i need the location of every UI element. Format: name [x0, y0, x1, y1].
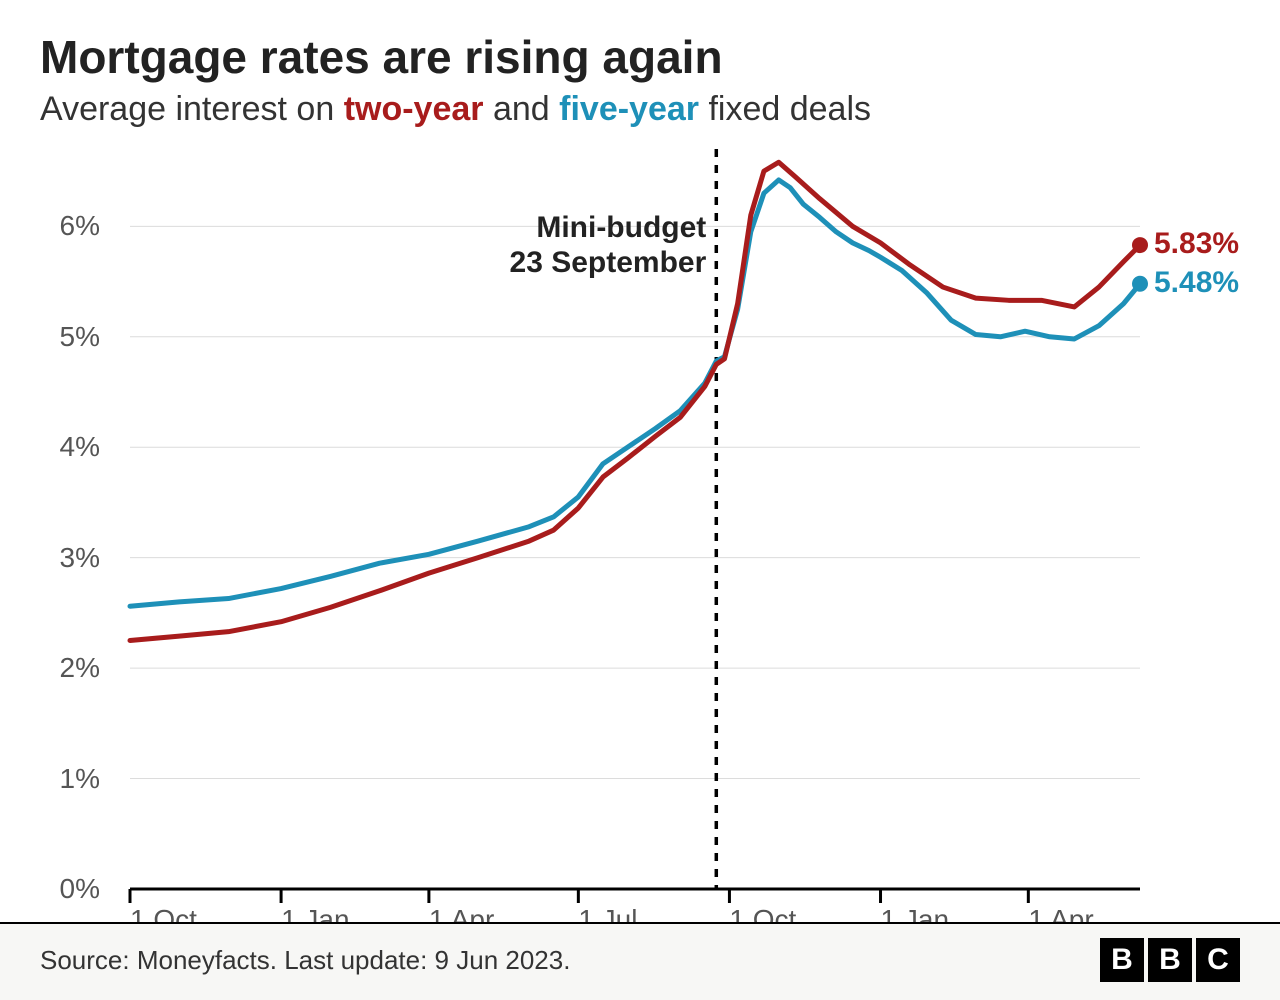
y-axis-labels: 0%1%2%3%4%5%6% — [40, 149, 110, 889]
subtitle-five-year: five-year — [559, 90, 699, 128]
footer: Source: Moneyfacts. Last update: 9 Jun 2… — [0, 922, 1280, 1000]
chart-title: Mortgage rates are rising again — [40, 30, 1240, 84]
bbc-logo: B B C — [1100, 938, 1240, 982]
plot-area: 0%1%2%3%4%5%6% 1 Oct20211 Jan20221 Apr20… — [40, 149, 1240, 889]
y-tick-label: 3% — [60, 542, 100, 574]
subtitle-suffix: fixed deals — [699, 90, 871, 128]
chart-subtitle: Average interest on two-year and five-ye… — [40, 90, 1240, 129]
chart-container: Mortgage rates are rising again Average … — [0, 0, 1280, 889]
subtitle-two-year: two-year — [344, 90, 484, 128]
bbc-logo-block: B — [1100, 938, 1144, 982]
y-tick-label: 4% — [60, 431, 100, 463]
subtitle-prefix: Average interest on — [40, 90, 344, 128]
y-tick-label: 6% — [60, 210, 100, 242]
two-year-end-label: 5.83% — [1154, 227, 1239, 261]
y-tick-label: 2% — [60, 652, 100, 684]
subtitle-and: and — [484, 90, 560, 128]
footer-source: Source: Moneyfacts. Last update: 9 Jun 2… — [40, 945, 570, 976]
bbc-logo-block: C — [1196, 938, 1240, 982]
annotation-mini-budget: Mini-budget23 September — [496, 211, 706, 280]
y-tick-label: 0% — [60, 873, 100, 905]
y-tick-label: 5% — [60, 321, 100, 353]
y-tick-label: 1% — [60, 763, 100, 795]
five-year-end-label: 5.48% — [1154, 266, 1239, 300]
bbc-logo-block: B — [1148, 938, 1192, 982]
